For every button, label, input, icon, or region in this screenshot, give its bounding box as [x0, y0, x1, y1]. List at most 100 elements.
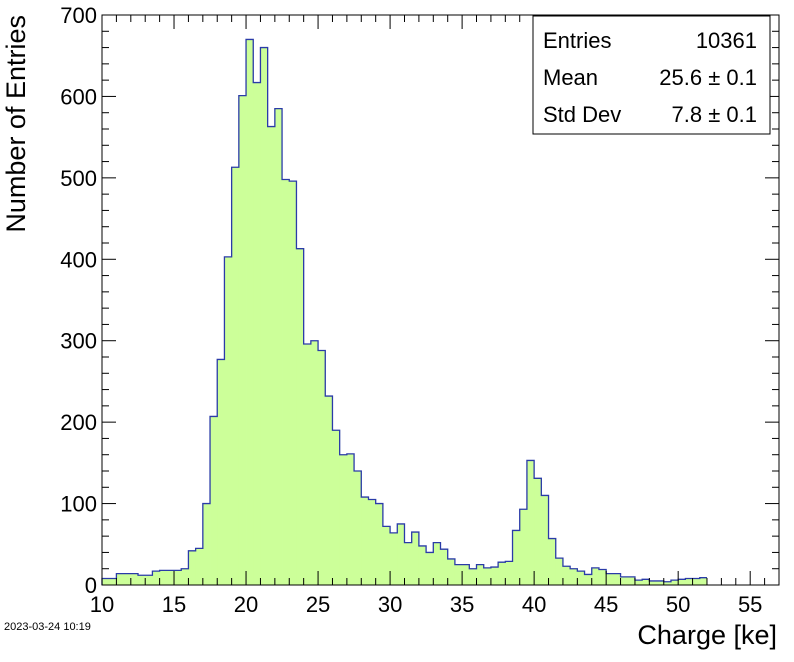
- histogram-bin: [656, 580, 665, 585]
- histogram-bin: [368, 499, 377, 585]
- histogram-bin: [346, 453, 355, 585]
- histogram-bin: [678, 579, 686, 585]
- histogram-bin: [534, 478, 542, 585]
- histogram-bin: [440, 549, 449, 585]
- histogram-bin: [490, 567, 499, 585]
- y-tick-label: 300: [60, 329, 97, 354]
- x-tick-label: 50: [666, 592, 690, 617]
- x-tick-label: 10: [90, 592, 114, 617]
- histogram-bin: [274, 108, 283, 586]
- x-tick-label: 20: [234, 592, 258, 617]
- histogram-bin: [642, 579, 650, 585]
- histogram-bin: [591, 567, 600, 585]
- histogram-bin: [404, 542, 413, 585]
- stats-stddev-value: 7.8 ± 0.1: [672, 102, 757, 127]
- histogram-bin: [253, 82, 261, 585]
- histogram-bin: [584, 574, 593, 585]
- histogram-bin: [231, 167, 240, 585]
- histogram-bin: [390, 532, 398, 585]
- histogram-bin: [267, 126, 276, 586]
- histogram-bin: [246, 39, 254, 585]
- x-tick-label: 30: [378, 592, 402, 617]
- x-tick-label: 40: [522, 592, 546, 617]
- x-tick-label: 55: [738, 592, 762, 617]
- y-tick-label: 200: [60, 410, 97, 435]
- histogram-bin: [296, 248, 305, 585]
- histogram-bars: [101, 38, 708, 586]
- stats-entries-label: Entries: [543, 28, 611, 53]
- histogram-bin: [325, 396, 333, 585]
- histogram-bin: [526, 460, 535, 585]
- histogram-bin: [613, 573, 621, 585]
- histogram-bin: [166, 570, 175, 585]
- timestamp: 2023-03-24 10:19: [4, 621, 91, 633]
- histogram-bin: [130, 573, 139, 585]
- histogram-bin: [418, 545, 427, 585]
- histogram-bin: [109, 578, 117, 585]
- stats-entries-value: 10361: [696, 28, 757, 53]
- histogram-bin: [692, 578, 701, 585]
- histogram-bin: [505, 561, 513, 585]
- x-tick-label: 35: [450, 592, 474, 617]
- histogram-bin: [462, 564, 470, 585]
- histogram-bin: [224, 256, 233, 585]
- histogram-bin: [159, 570, 168, 585]
- histogram-bin: [354, 471, 362, 585]
- histogram-bin: [476, 564, 485, 585]
- y-tick-label: 400: [60, 247, 97, 272]
- axes: 10 15 20 25 30 35 40 45 50 55 0 100 200 300 400 500 600 7…: [60, 3, 780, 617]
- histogram-bin: [260, 47, 269, 586]
- histogram-bin: [282, 179, 290, 585]
- y-tick-label: 700: [60, 3, 97, 28]
- stats-box: Entries 10361 Mean 25.6 ± 0.1 Std Dev 7.…: [532, 15, 771, 135]
- x-axis-title: Charge [ke]: [637, 620, 777, 650]
- histogram-bin: [382, 526, 391, 585]
- histogram-bin: [318, 350, 326, 585]
- histogram-bin: [670, 580, 679, 585]
- y-tick-label: 500: [60, 166, 97, 191]
- histogram-bin: [685, 578, 693, 585]
- histogram-bin: [188, 550, 197, 585]
- y-tick-label: 600: [60, 84, 97, 109]
- histogram-bin: [433, 542, 441, 585]
- histogram-bin: [303, 343, 312, 585]
- histogram-bin: [548, 538, 557, 585]
- histogram-bin: [310, 340, 319, 585]
- stats-mean-label: Mean: [543, 65, 598, 90]
- histogram-bin: [577, 571, 585, 585]
- x-tick-label: 15: [162, 592, 186, 617]
- histogram-bin: [512, 530, 521, 585]
- histogram-bin: [217, 359, 225, 585]
- y-tick-label: 0: [85, 573, 97, 598]
- histogram-bin: [634, 580, 643, 585]
- histogram-bin: [339, 454, 348, 585]
- histogram-bin: [195, 548, 204, 585]
- histogram-bin: [174, 570, 182, 585]
- stats-mean-value: 25.6 ± 0.1: [659, 65, 757, 90]
- stats-stddev-label: Std Dev: [543, 102, 621, 127]
- histogram-bin: [289, 181, 297, 585]
- histogram-bin: [116, 573, 125, 585]
- histogram-bin: [606, 573, 614, 585]
- histogram-bin: [397, 523, 405, 585]
- histogram-bin: [202, 503, 211, 585]
- histogram-bin: [555, 558, 564, 585]
- histogram-bin: [541, 495, 549, 585]
- x-tick-label: 45: [594, 592, 618, 617]
- y-axis-title: Number of Entries: [1, 15, 31, 233]
- histogram-bin: [375, 503, 384, 585]
- histogram-bin: [332, 430, 341, 585]
- histogram-bin: [361, 497, 369, 585]
- histogram-bin: [519, 509, 528, 585]
- histogram-bin: [152, 571, 161, 585]
- histogram-bin: [620, 576, 629, 585]
- histogram-bin: [699, 577, 708, 585]
- histogram-bin: [570, 568, 578, 585]
- histogram-bin: [598, 569, 607, 585]
- histogram-bin: [138, 575, 146, 585]
- histogram-bin: [454, 564, 463, 585]
- histogram-bin: [426, 552, 434, 585]
- histogram-bin: [627, 576, 636, 585]
- histogram-bin: [663, 581, 672, 585]
